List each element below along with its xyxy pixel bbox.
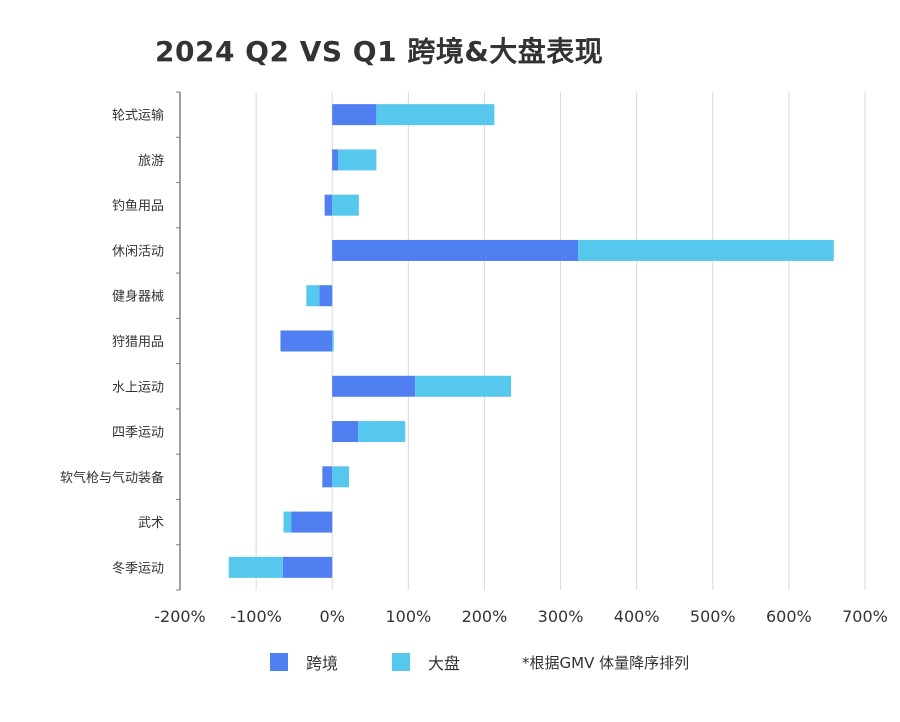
category-label: 软气枪与气动装备 xyxy=(60,470,164,486)
x-tick-label: 300% xyxy=(538,607,584,626)
legend-label-market: 大盘 xyxy=(428,654,461,673)
category-labels: 轮式运输旅游钓鱼用品休闲活动健身器械狩猎用品水上运动四季运动软气枪与气动装备武术… xyxy=(60,108,164,577)
x-tick-label: 500% xyxy=(690,607,736,626)
bar-market xyxy=(578,239,834,261)
x-tick-label: 400% xyxy=(614,607,660,626)
bars xyxy=(228,104,834,578)
category-label: 水上运动 xyxy=(112,380,164,395)
category-label: 轮式运输 xyxy=(112,108,164,124)
bar-market xyxy=(283,511,292,533)
x-tick-label: 700% xyxy=(842,607,888,626)
legend-swatch-market xyxy=(392,653,411,671)
bar-market xyxy=(376,104,495,126)
bar-crossborder xyxy=(280,330,333,352)
category-label: 狩猎用品 xyxy=(112,335,164,350)
x-tick-label: -200% xyxy=(154,607,206,626)
legend-item-market: 大盘 xyxy=(392,650,460,674)
bar-market xyxy=(306,285,320,307)
bar-crossborder xyxy=(324,194,333,216)
bar-crossborder xyxy=(322,466,333,488)
bar-market xyxy=(358,421,406,443)
legend-swatch-crossborder xyxy=(270,653,288,671)
legend-item-crossborder: 跨境 xyxy=(270,650,338,674)
bar-crossborder xyxy=(291,511,333,533)
x-tick-label: 100% xyxy=(385,607,431,626)
bar-market xyxy=(332,194,359,216)
x-tick-labels: -200% -100% 0% 100% 200% 300% 400% 500% 600% 700% xyxy=(154,607,888,626)
category-label: 四季运动 xyxy=(112,426,164,441)
category-label: 钓鱼用品 xyxy=(112,198,164,214)
bar-crossborder xyxy=(319,285,333,307)
bar-crossborder xyxy=(332,421,359,443)
chart-title: 2024 Q2 VS Q1 跨境&大盘表现 xyxy=(155,35,604,68)
bar-market xyxy=(415,375,512,397)
bar-market xyxy=(332,330,334,352)
bar-crossborder xyxy=(332,239,579,261)
bar-crossborder xyxy=(332,104,377,126)
legend-note: *根据GMV 体量降序排列 xyxy=(522,653,690,672)
x-tick-label: 600% xyxy=(766,607,812,626)
legend: 跨境 大盘 *根据GMV 体量降序排列 xyxy=(270,650,689,674)
y-axis xyxy=(176,91,181,591)
bar-market xyxy=(338,149,377,171)
bar-market xyxy=(332,466,349,488)
bar-market xyxy=(228,556,283,578)
x-tick-label: 0% xyxy=(320,607,345,626)
x-tick-label: -100% xyxy=(230,607,282,626)
bar-crossborder xyxy=(282,556,333,578)
x-tick-label: 200% xyxy=(462,607,508,626)
category-label: 休闲活动 xyxy=(112,244,164,259)
category-label: 健身器械 xyxy=(112,289,164,305)
category-label: 冬季运动 xyxy=(112,560,164,576)
legend-label-crossborder: 跨境 xyxy=(306,654,339,673)
bar-crossborder xyxy=(332,375,416,397)
category-label: 武术 xyxy=(138,516,164,531)
bar-crossborder xyxy=(332,149,339,171)
category-label: 旅游 xyxy=(138,154,164,169)
